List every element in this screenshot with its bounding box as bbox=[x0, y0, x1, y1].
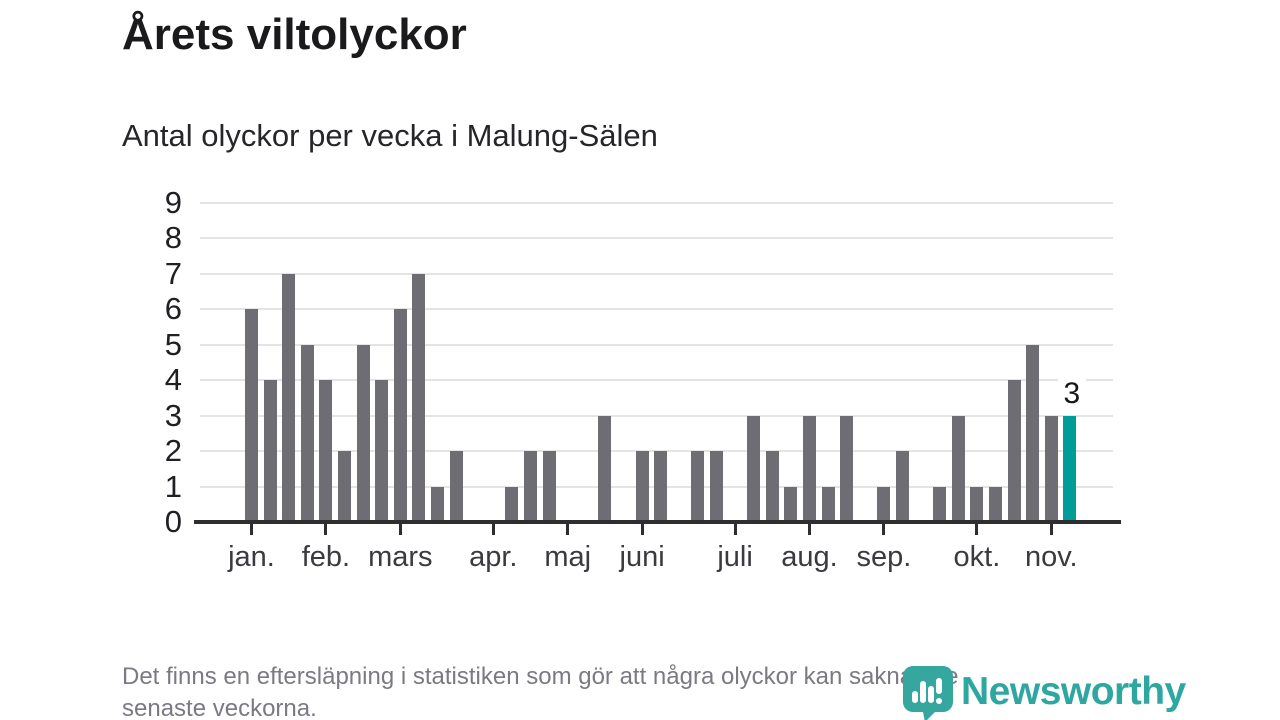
chart-footnote: Det finns en eftersläpning i statistiken… bbox=[122, 661, 958, 720]
bar bbox=[803, 415, 816, 522]
bar bbox=[524, 451, 537, 522]
x-axis-month-label: juni bbox=[619, 541, 665, 573]
x-axis-month-label: mars bbox=[368, 541, 433, 573]
x-axis-line bbox=[194, 520, 1121, 524]
bar bbox=[896, 451, 909, 522]
x-axis-tick bbox=[250, 524, 253, 535]
bar-value-label: 3 bbox=[1057, 376, 1086, 411]
y-axis-tick-label: 0 bbox=[164, 504, 182, 539]
bar bbox=[431, 486, 444, 522]
y-axis-tick-label: 6 bbox=[164, 291, 182, 327]
gridline bbox=[200, 343, 1113, 346]
x-axis-month-label: jan. bbox=[228, 541, 275, 573]
gridline bbox=[200, 272, 1113, 275]
bar bbox=[933, 486, 947, 522]
bar bbox=[1026, 344, 1040, 522]
bar bbox=[300, 344, 314, 522]
bar bbox=[505, 486, 519, 522]
bar bbox=[784, 486, 798, 522]
gridline bbox=[200, 308, 1113, 311]
x-axis-month-label: okt. bbox=[953, 541, 1001, 573]
bar bbox=[412, 273, 426, 522]
x-axis-tick bbox=[566, 524, 570, 535]
footnote-line-1: Det finns en eftersläpning i statistiken… bbox=[122, 663, 959, 690]
x-axis-month-label: juli bbox=[717, 541, 753, 573]
bar bbox=[542, 451, 556, 522]
x-axis-tick bbox=[975, 524, 979, 535]
y-axis-tick-label: 2 bbox=[164, 433, 182, 469]
bar bbox=[1007, 380, 1021, 522]
bar bbox=[393, 309, 407, 522]
bar bbox=[319, 380, 333, 522]
x-axis-tick bbox=[324, 524, 328, 535]
bar bbox=[951, 415, 965, 522]
page-title: Årets viltolyckor bbox=[122, 10, 467, 59]
bar bbox=[710, 451, 723, 522]
bar bbox=[989, 486, 1002, 522]
bar bbox=[970, 486, 984, 522]
y-axis-tick-label: 3 bbox=[164, 397, 182, 433]
x-axis-tick bbox=[882, 524, 886, 535]
bar bbox=[840, 415, 854, 522]
x-axis-month-label: sep. bbox=[856, 541, 912, 573]
gridline bbox=[200, 202, 1113, 205]
bar bbox=[282, 273, 296, 522]
bar bbox=[635, 451, 649, 522]
bar bbox=[263, 380, 277, 522]
bar bbox=[821, 486, 835, 522]
bar bbox=[747, 415, 761, 522]
x-axis-month-label: apr. bbox=[469, 541, 518, 573]
gridline bbox=[200, 379, 1113, 382]
y-axis-tick-label: 7 bbox=[164, 255, 182, 291]
bar bbox=[449, 451, 463, 522]
bar bbox=[877, 486, 891, 522]
x-axis-tick bbox=[1049, 524, 1053, 535]
bar-current-week bbox=[1063, 415, 1077, 522]
bar bbox=[598, 415, 612, 522]
y-axis-tick-label: 4 bbox=[164, 362, 182, 398]
x-axis-tick bbox=[398, 524, 402, 535]
y-axis-tick-label: 1 bbox=[164, 468, 182, 504]
x-axis-month-label: maj bbox=[544, 541, 592, 573]
x-axis-month-label: nov. bbox=[1024, 541, 1078, 573]
x-axis-month-label: feb. bbox=[301, 541, 351, 573]
x-axis-tick bbox=[491, 524, 495, 535]
bar bbox=[356, 344, 370, 522]
gridline bbox=[200, 414, 1113, 417]
x-axis-month-label: aug. bbox=[781, 541, 838, 573]
newsworthy-logo: Newsworthy bbox=[903, 664, 1193, 720]
bar bbox=[691, 451, 705, 522]
y-axis-tick-label: 5 bbox=[164, 326, 182, 362]
newsworthy-logo-icon bbox=[903, 666, 953, 720]
y-axis-tick-label: 9 bbox=[164, 185, 182, 221]
footnote-line-2: senaste veckorna. bbox=[122, 695, 317, 720]
y-axis-tick-label: 8 bbox=[164, 220, 182, 256]
bar bbox=[245, 309, 258, 522]
chart-subtitle: Antal olyckor per vecka i Malung-Sälen bbox=[122, 118, 658, 153]
bar bbox=[375, 380, 389, 522]
x-axis-tick bbox=[808, 524, 811, 535]
x-axis-tick bbox=[733, 524, 737, 535]
bar bbox=[765, 451, 779, 522]
bar bbox=[1044, 415, 1058, 522]
gridline bbox=[200, 237, 1113, 240]
x-axis-tick bbox=[640, 524, 644, 535]
bar bbox=[338, 451, 351, 522]
bar bbox=[654, 451, 668, 522]
newsworthy-wordmark: Newsworthy bbox=[961, 670, 1186, 713]
